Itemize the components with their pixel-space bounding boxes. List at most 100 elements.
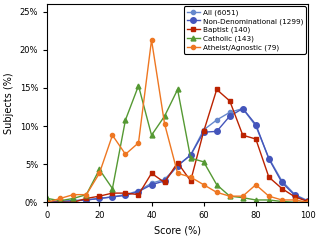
All (6051) — [110, 195, 114, 198]
Non-Denominational (1299) — [254, 123, 258, 126]
Line: Non-Denominational (1299): Non-Denominational (1299) — [44, 106, 311, 205]
All (6051) — [163, 178, 166, 181]
Baptist (140) — [71, 201, 75, 204]
Line: Atheist/Agnostic (79): Atheist/Agnostic (79) — [45, 38, 310, 204]
All (6051) — [84, 198, 88, 201]
All (6051) — [71, 199, 75, 202]
Non-Denominational (1299) — [202, 131, 205, 134]
Catholic (143) — [280, 200, 284, 203]
Non-Denominational (1299) — [84, 198, 88, 201]
All (6051) — [280, 180, 284, 182]
Baptist (140) — [189, 180, 193, 182]
Baptist (140) — [137, 193, 140, 196]
Atheist/Agnostic (79) — [110, 134, 114, 137]
Catholic (143) — [228, 195, 232, 198]
Catholic (143) — [163, 115, 166, 118]
Catholic (143) — [110, 187, 114, 190]
Baptist (140) — [98, 195, 101, 198]
Non-Denominational (1299) — [137, 190, 140, 193]
Atheist/Agnostic (79) — [176, 172, 180, 175]
All (6051) — [293, 193, 297, 196]
Baptist (140) — [45, 201, 49, 204]
Atheist/Agnostic (79) — [137, 141, 140, 144]
Atheist/Agnostic (79) — [280, 198, 284, 201]
Atheist/Agnostic (79) — [215, 191, 219, 194]
Catholic (143) — [176, 88, 180, 91]
All (6051) — [176, 164, 180, 167]
Non-Denominational (1299) — [280, 181, 284, 184]
Catholic (143) — [84, 193, 88, 196]
Baptist (140) — [215, 88, 219, 91]
All (6051) — [267, 157, 271, 160]
All (6051) — [254, 125, 258, 127]
All (6051) — [202, 128, 205, 131]
Baptist (140) — [241, 134, 245, 137]
Catholic (143) — [267, 198, 271, 201]
Catholic (143) — [306, 201, 310, 204]
Line: Catholic (143): Catholic (143) — [45, 83, 310, 205]
Baptist (140) — [202, 130, 205, 133]
Baptist (140) — [228, 100, 232, 102]
Line: Baptist (140): Baptist (140) — [45, 87, 310, 205]
Non-Denominational (1299) — [293, 194, 297, 197]
Non-Denominational (1299) — [228, 115, 232, 118]
Non-Denominational (1299) — [267, 157, 271, 160]
Baptist (140) — [280, 187, 284, 190]
Non-Denominational (1299) — [189, 154, 193, 156]
Catholic (143) — [137, 84, 140, 87]
Baptist (140) — [163, 181, 166, 184]
Atheist/Agnostic (79) — [306, 201, 310, 204]
X-axis label: Score (%): Score (%) — [154, 226, 201, 236]
Atheist/Agnostic (79) — [124, 153, 127, 156]
Catholic (143) — [150, 134, 154, 137]
Non-Denominational (1299) — [124, 194, 127, 197]
Catholic (143) — [202, 160, 205, 163]
Atheist/Agnostic (79) — [58, 197, 62, 200]
Catholic (143) — [45, 197, 49, 200]
Baptist (140) — [293, 195, 297, 198]
Catholic (143) — [71, 197, 75, 200]
Non-Denominational (1299) — [110, 195, 114, 198]
Catholic (143) — [98, 168, 101, 171]
Catholic (143) — [58, 199, 62, 202]
Baptist (140) — [267, 176, 271, 179]
All (6051) — [58, 200, 62, 203]
Baptist (140) — [84, 197, 88, 200]
Catholic (143) — [189, 157, 193, 160]
Baptist (140) — [254, 138, 258, 140]
All (6051) — [228, 111, 232, 114]
Atheist/Agnostic (79) — [202, 183, 205, 186]
All (6051) — [45, 201, 49, 204]
Non-Denominational (1299) — [58, 200, 62, 203]
Atheist/Agnostic (79) — [254, 183, 258, 186]
All (6051) — [215, 119, 219, 121]
All (6051) — [137, 189, 140, 192]
Atheist/Agnostic (79) — [84, 193, 88, 196]
Atheist/Agnostic (79) — [228, 195, 232, 198]
Non-Denominational (1299) — [241, 107, 245, 110]
Baptist (140) — [124, 192, 127, 195]
Baptist (140) — [110, 192, 114, 195]
Baptist (140) — [58, 201, 62, 204]
Non-Denominational (1299) — [98, 197, 101, 200]
Catholic (143) — [293, 201, 297, 204]
Catholic (143) — [241, 196, 245, 199]
Atheist/Agnostic (79) — [293, 198, 297, 201]
All (6051) — [150, 182, 154, 185]
Non-Denominational (1299) — [176, 164, 180, 167]
Atheist/Agnostic (79) — [267, 195, 271, 198]
All (6051) — [306, 199, 310, 202]
Catholic (143) — [254, 198, 258, 201]
Baptist (140) — [306, 200, 310, 203]
Atheist/Agnostic (79) — [150, 39, 154, 42]
Non-Denominational (1299) — [71, 199, 75, 202]
All (6051) — [189, 154, 193, 156]
Atheist/Agnostic (79) — [189, 176, 193, 179]
Baptist (140) — [150, 172, 154, 175]
Atheist/Agnostic (79) — [71, 193, 75, 196]
Non-Denominational (1299) — [150, 183, 154, 186]
All (6051) — [98, 197, 101, 200]
Line: All (6051): All (6051) — [45, 107, 310, 204]
Atheist/Agnostic (79) — [98, 172, 101, 175]
Atheist/Agnostic (79) — [45, 201, 49, 204]
